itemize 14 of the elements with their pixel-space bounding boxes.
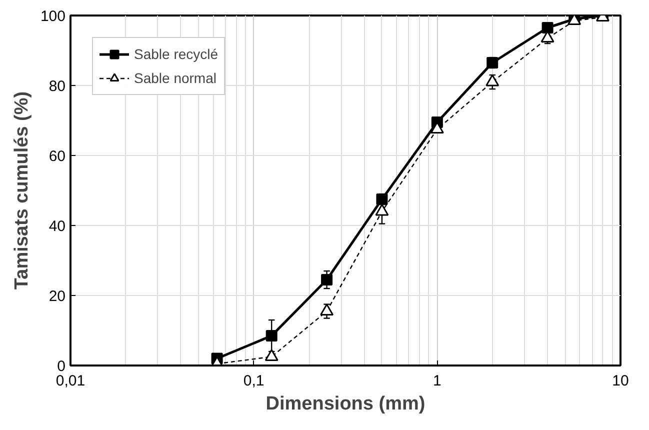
- x-tick-label: 1: [432, 372, 442, 390]
- y-tick-label: 0: [57, 358, 66, 375]
- y-tick-label: 20: [48, 288, 66, 305]
- y-tick-label: 100: [40, 8, 66, 25]
- x-tick-label: 0,01: [56, 372, 86, 390]
- y-axis-title: Tamisats cumulés (%): [11, 91, 32, 290]
- y-tick-label: 40: [48, 218, 66, 235]
- legend-label: Sable normal: [134, 70, 216, 86]
- x-axis-title: Dimensions (mm): [266, 394, 426, 414]
- x-tick-label: 0,1: [243, 372, 264, 390]
- legend-label: Sable recyclé: [134, 46, 218, 62]
- x-tick-label: 10: [612, 372, 629, 390]
- y-tick-label: 80: [48, 78, 66, 95]
- y-tick-label: 60: [48, 148, 66, 165]
